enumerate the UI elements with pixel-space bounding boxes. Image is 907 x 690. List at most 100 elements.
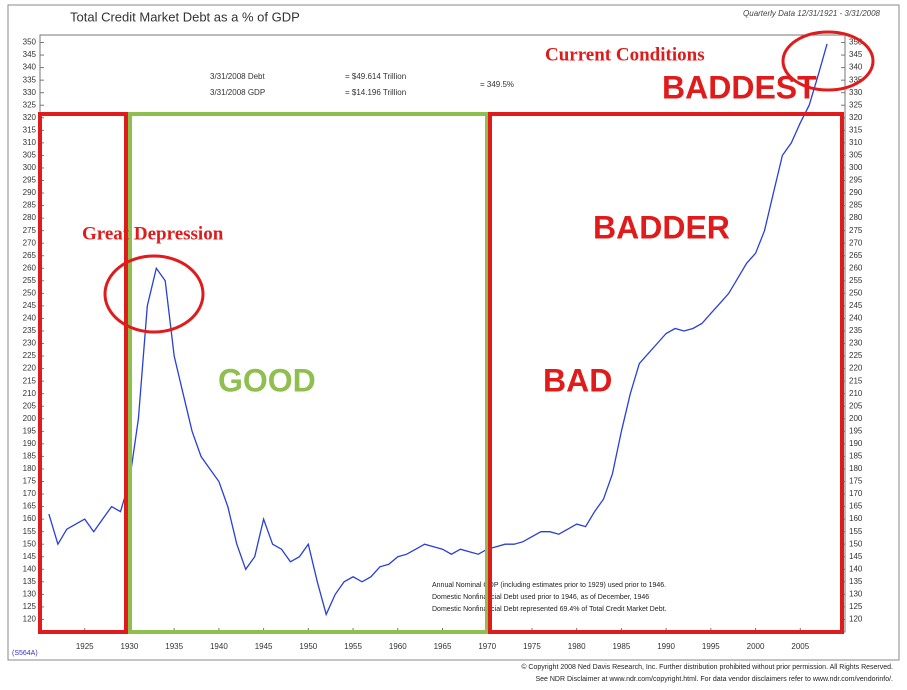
y-tick-label: 310 xyxy=(23,138,37,147)
y-tick-label: 300 xyxy=(23,163,37,172)
marks: 120 120 125 125 130 130 135 135 140 140 145 145 150 1… xyxy=(23,38,863,651)
y-tick-label: 305 xyxy=(849,151,863,160)
info: = $14.196 Trillion xyxy=(345,88,406,97)
y-tick-label: 290 xyxy=(23,188,37,197)
y-tick-label: 135 xyxy=(23,577,37,586)
y-tick-label: 160 xyxy=(23,514,37,523)
y-tick-label: 145 xyxy=(23,552,37,561)
chart-title: Total Credit Market Debt as a % of GDP xyxy=(70,9,300,24)
y-tick-label: 345 xyxy=(23,50,37,59)
plot-area xyxy=(39,34,846,633)
info: 3/31/2008 GDP xyxy=(210,88,265,97)
x-tick-label: 1995 xyxy=(702,642,720,651)
annotation: BADDEST xyxy=(662,69,817,105)
x-tick-label: 2005 xyxy=(791,642,809,651)
y-tick-label: 250 xyxy=(23,288,37,297)
y-tick-label: 120 xyxy=(23,615,37,624)
good-box xyxy=(128,112,489,634)
x-tick-label: 1990 xyxy=(657,642,675,651)
y-tick-label: 210 xyxy=(849,389,863,398)
y-tick-label: 295 xyxy=(23,176,37,185)
y-tick-label: 125 xyxy=(849,602,863,611)
code: (S564A) xyxy=(12,650,38,657)
y-tick-label: 155 xyxy=(23,527,37,536)
subtitle: Quarterly Data 12/31/1921 - 3/31/2008 xyxy=(743,9,881,18)
y-tick-label: 210 xyxy=(23,389,37,398)
y-tick-label: 200 xyxy=(23,414,37,423)
y-tick-label: 285 xyxy=(849,201,863,210)
y-tick-label: 315 xyxy=(23,125,37,134)
y-tick-label: 205 xyxy=(849,401,863,410)
annotation: BADDER xyxy=(593,209,730,245)
y-tick-label: 330 xyxy=(849,88,863,97)
y-tick-label: 255 xyxy=(23,276,37,285)
y-tick-label: 165 xyxy=(849,502,863,511)
y-tick-label: 305 xyxy=(23,151,37,160)
y-tick-label: 325 xyxy=(849,100,863,109)
y-tick-label: 330 xyxy=(23,88,37,97)
x-tick-label: 1940 xyxy=(210,642,228,651)
y-tick-label: 130 xyxy=(23,589,37,598)
highlight-ellipse xyxy=(781,30,875,92)
footer: © Copyright 2008 Ned Davis Research, Inc… xyxy=(521,663,893,671)
y-tick-label: 265 xyxy=(849,251,863,260)
red-box xyxy=(38,112,128,634)
x-tick-label: 1930 xyxy=(121,642,139,651)
y-tick-label: 345 xyxy=(849,50,863,59)
x-tick-label: 1935 xyxy=(165,642,183,651)
y-tick-label: 270 xyxy=(849,238,863,247)
y-tick-label: 150 xyxy=(849,539,863,548)
y-tick-label: 170 xyxy=(849,489,863,498)
y-tick-label: 220 xyxy=(23,364,37,373)
highlight-ellipse xyxy=(103,254,205,334)
x-tick-label: 1980 xyxy=(568,642,586,651)
y-tick-label: 340 xyxy=(849,63,863,72)
red-box xyxy=(488,112,844,634)
y-tick-label: 275 xyxy=(849,226,863,235)
y-tick-label: 340 xyxy=(23,63,37,72)
x-tick-label: 1970 xyxy=(478,642,496,651)
y-tick-label: 140 xyxy=(23,564,37,573)
y-tick-label: 290 xyxy=(849,188,863,197)
y-tick-label: 240 xyxy=(23,314,37,323)
y-tick-label: 190 xyxy=(849,439,863,448)
y-tick-label: 195 xyxy=(23,426,37,435)
y-tick-label: 310 xyxy=(849,138,863,147)
info: 3/31/2008 Debt xyxy=(210,72,265,81)
annotation: Great Depression xyxy=(82,223,224,244)
y-tick-label: 280 xyxy=(849,213,863,222)
y-tick-label: 235 xyxy=(849,326,863,335)
y-tick-label: 130 xyxy=(849,589,863,598)
y-tick-label: 170 xyxy=(23,489,37,498)
info: = $49.614 Trillion xyxy=(345,72,406,81)
y-tick-label: 150 xyxy=(23,539,37,548)
y-tick-label: 190 xyxy=(23,439,37,448)
y-tick-label: 185 xyxy=(23,452,37,461)
y-tick-label: 335 xyxy=(849,75,863,84)
y-tick-label: 145 xyxy=(849,552,863,561)
x-tick-label: 1965 xyxy=(434,642,452,651)
y-tick-label: 160 xyxy=(849,514,863,523)
y-tick-label: 350 xyxy=(849,38,863,47)
y-tick-label: 315 xyxy=(849,125,863,134)
y-tick-label: 215 xyxy=(849,376,863,385)
y-tick-label: 235 xyxy=(23,326,37,335)
y-tick-label: 245 xyxy=(23,301,37,310)
y-tick-label: 200 xyxy=(849,414,863,423)
x-tick-label: 2000 xyxy=(747,642,765,651)
y-tick-label: 125 xyxy=(23,602,37,611)
x-tick-label: 1985 xyxy=(612,642,630,651)
y-tick-label: 175 xyxy=(23,477,37,486)
y-tick-label: 250 xyxy=(849,288,863,297)
y-tick-label: 175 xyxy=(849,477,863,486)
y-tick-label: 285 xyxy=(23,201,37,210)
y-tick-label: 195 xyxy=(849,426,863,435)
y-tick-label: 325 xyxy=(23,100,37,109)
y-tick-label: 240 xyxy=(849,314,863,323)
y-tick-label: 320 xyxy=(23,113,37,122)
y-tick-label: 260 xyxy=(849,263,863,272)
y-tick-label: 270 xyxy=(23,238,37,247)
footer: See NDR Disclaimer at www.ndr.com/copyri… xyxy=(535,676,893,683)
y-tick-label: 260 xyxy=(23,263,37,272)
